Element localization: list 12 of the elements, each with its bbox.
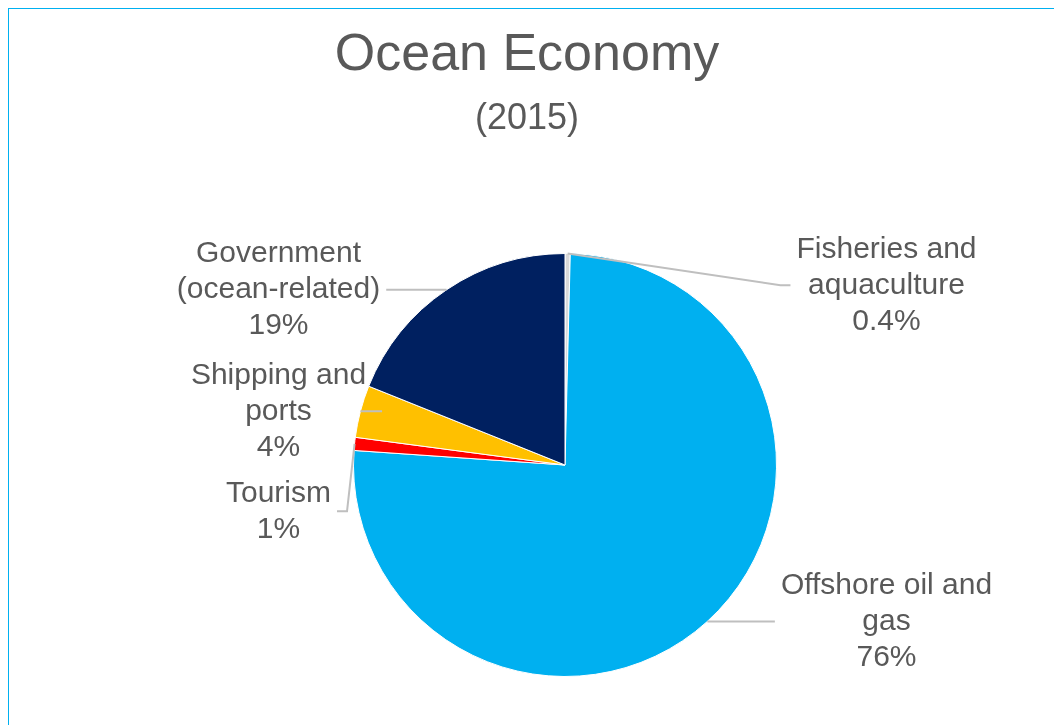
slice-label: Government (ocean-related) (176, 235, 381, 305)
data-label: 4% (256, 428, 301, 462)
chart-subtitle: (2015) (473, 96, 581, 138)
chart-title: Ocean Economy (333, 22, 721, 82)
slice-label: Tourism (225, 474, 332, 508)
slice-label: Shipping and ports (190, 356, 367, 426)
data-label: 76% (856, 638, 917, 672)
slice-label: Offshore oil and gas (780, 566, 993, 636)
data-label: 0.4% (852, 302, 921, 336)
slice-label: Fisheries and aquaculture (796, 230, 977, 300)
data-label: 19% (248, 307, 309, 341)
data-label: 1% (256, 510, 301, 544)
